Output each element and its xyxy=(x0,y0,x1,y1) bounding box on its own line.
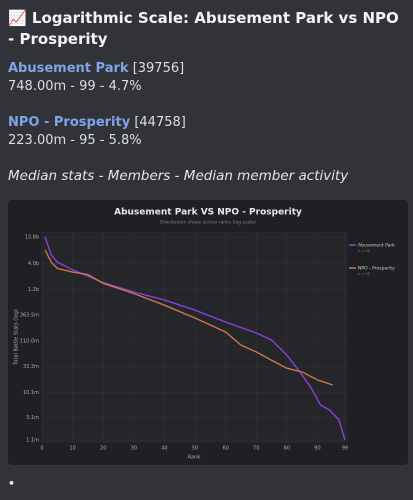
x-tick-label: 60 xyxy=(222,446,228,452)
y-axis-label: Total Battle Stats (log) xyxy=(14,309,20,366)
chart: Abusement Park VS NPO - Prosperity Distr… xyxy=(8,200,408,465)
legend-label: Abusement Park xyxy=(358,243,395,249)
x-tick-label: 90 xyxy=(314,446,320,452)
y-tick-label: 1.2b xyxy=(28,287,39,293)
faction: Abusement Park [39756] 748.00m - 99 - 4.… xyxy=(8,60,184,96)
series-line xyxy=(44,249,334,386)
faction-link[interactable]: NPO - Prosperity xyxy=(8,115,131,130)
chart-subtitle: Distribution shape across ranks (log sca… xyxy=(160,220,256,226)
x-tick-label: 30 xyxy=(131,446,137,452)
faction-stats: 748.00m - 99 - 4.7% xyxy=(8,79,142,94)
series-line xyxy=(44,236,346,441)
x-tick-label: 80 xyxy=(284,446,290,452)
chart-title: Abusement Park VS NPO - Prosperity xyxy=(114,208,302,218)
legend-note: n = 95 xyxy=(358,272,370,276)
x-axis-label: Rank xyxy=(188,455,201,461)
x-tick-label: 20 xyxy=(100,446,106,452)
y-tick-label: 10.1m xyxy=(23,390,39,396)
faction-stats: 223.00m - 95 - 5.8% xyxy=(8,133,142,148)
faction-tag: [44758] xyxy=(134,115,186,130)
legend-label: NPO - Prosperity xyxy=(358,266,395,272)
y-tick-label: 3.1m xyxy=(26,415,39,421)
x-tick-label: 40 xyxy=(161,446,167,452)
embed-title: 📈 Logarithmic Scale: Abusement Park vs N… xyxy=(8,9,399,48)
y-tick-label: 363.5m xyxy=(20,313,39,319)
footer: • xyxy=(8,477,16,490)
legend-note: n = 99 xyxy=(358,249,370,253)
y-tick-label: 33.3m xyxy=(23,364,39,370)
faction-link[interactable]: Abusement Park xyxy=(8,61,129,76)
x-tick-label: 10 xyxy=(69,446,75,452)
stats-legend: Median stats - Members - Median member a… xyxy=(8,168,349,184)
y-tick-label: 110.0m xyxy=(20,338,39,344)
y-tick-label: 1.1m xyxy=(26,438,39,444)
y-tick-label: 4.0b xyxy=(28,261,39,267)
faction-tag: [39756] xyxy=(132,61,185,76)
x-tick-label: 50 xyxy=(192,446,198,452)
x-tick-label: 70 xyxy=(253,446,259,452)
x-tick-label: 0 xyxy=(40,446,43,452)
y-tick-label: 13.8b xyxy=(25,235,39,241)
x-tick-label: 99 xyxy=(342,446,348,452)
faction: NPO - Prosperity [44758] 223.00m - 95 - … xyxy=(8,114,186,150)
